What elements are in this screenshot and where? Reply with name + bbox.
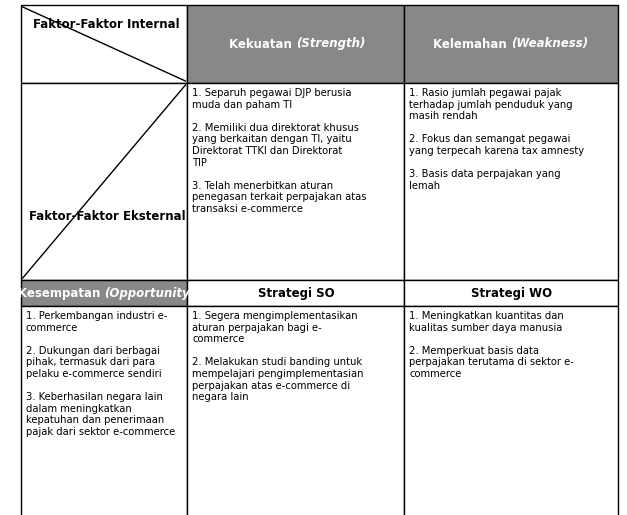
Text: 1. Separuh pegawai DJP berusia
muda dan paham TI

2. Memiliki dua direktorat khu: 1. Separuh pegawai DJP berusia muda dan …: [192, 88, 367, 214]
Bar: [21, 5, 187, 83]
Text: Strategi SO: Strategi SO: [258, 286, 334, 300]
Text: Kelemahan: Kelemahan: [433, 38, 511, 50]
Bar: [21, 306, 187, 515]
Text: Faktor-Faktor Eksternal: Faktor-Faktor Eksternal: [29, 211, 185, 224]
Text: 1. Meningkatkan kuantitas dan
kualitas sumber daya manusia

2. Memperkuat basis : 1. Meningkatkan kuantitas dan kualitas s…: [409, 311, 574, 379]
Bar: [187, 306, 404, 515]
Text: Kekuatan: Kekuatan: [229, 38, 296, 50]
Text: (Weakness): (Weakness): [511, 38, 588, 50]
Text: 1. Rasio jumlah pegawai pajak
terhadap jumlah penduduk yang
masih rendah

2. Fok: 1. Rasio jumlah pegawai pajak terhadap j…: [409, 88, 584, 191]
Text: 1. Segera mengimplementasikan
aturan perpajakan bagi e-
commerce

2. Melakukan s: 1. Segera mengimplementasikan aturan per…: [192, 311, 364, 402]
Bar: [404, 280, 618, 306]
Bar: [187, 280, 404, 306]
Bar: [21, 280, 187, 306]
Text: Strategi WO: Strategi WO: [471, 286, 552, 300]
Bar: [404, 5, 618, 83]
Text: (Strength): (Strength): [296, 38, 365, 50]
Text: 1. Perkembangan industri e-
commerce

2. Dukungan dari berbagai
pihak, termasuk : 1. Perkembangan industri e- commerce 2. …: [26, 311, 175, 437]
Bar: [187, 5, 404, 83]
Bar: [187, 83, 404, 280]
Bar: [404, 306, 618, 515]
Bar: [21, 83, 187, 280]
Text: Faktor-Faktor Internal: Faktor-Faktor Internal: [33, 18, 179, 30]
Text: Kesempatan: Kesempatan: [18, 286, 104, 300]
Text: (Opportunity): (Opportunity): [104, 286, 195, 300]
Bar: [404, 83, 618, 280]
